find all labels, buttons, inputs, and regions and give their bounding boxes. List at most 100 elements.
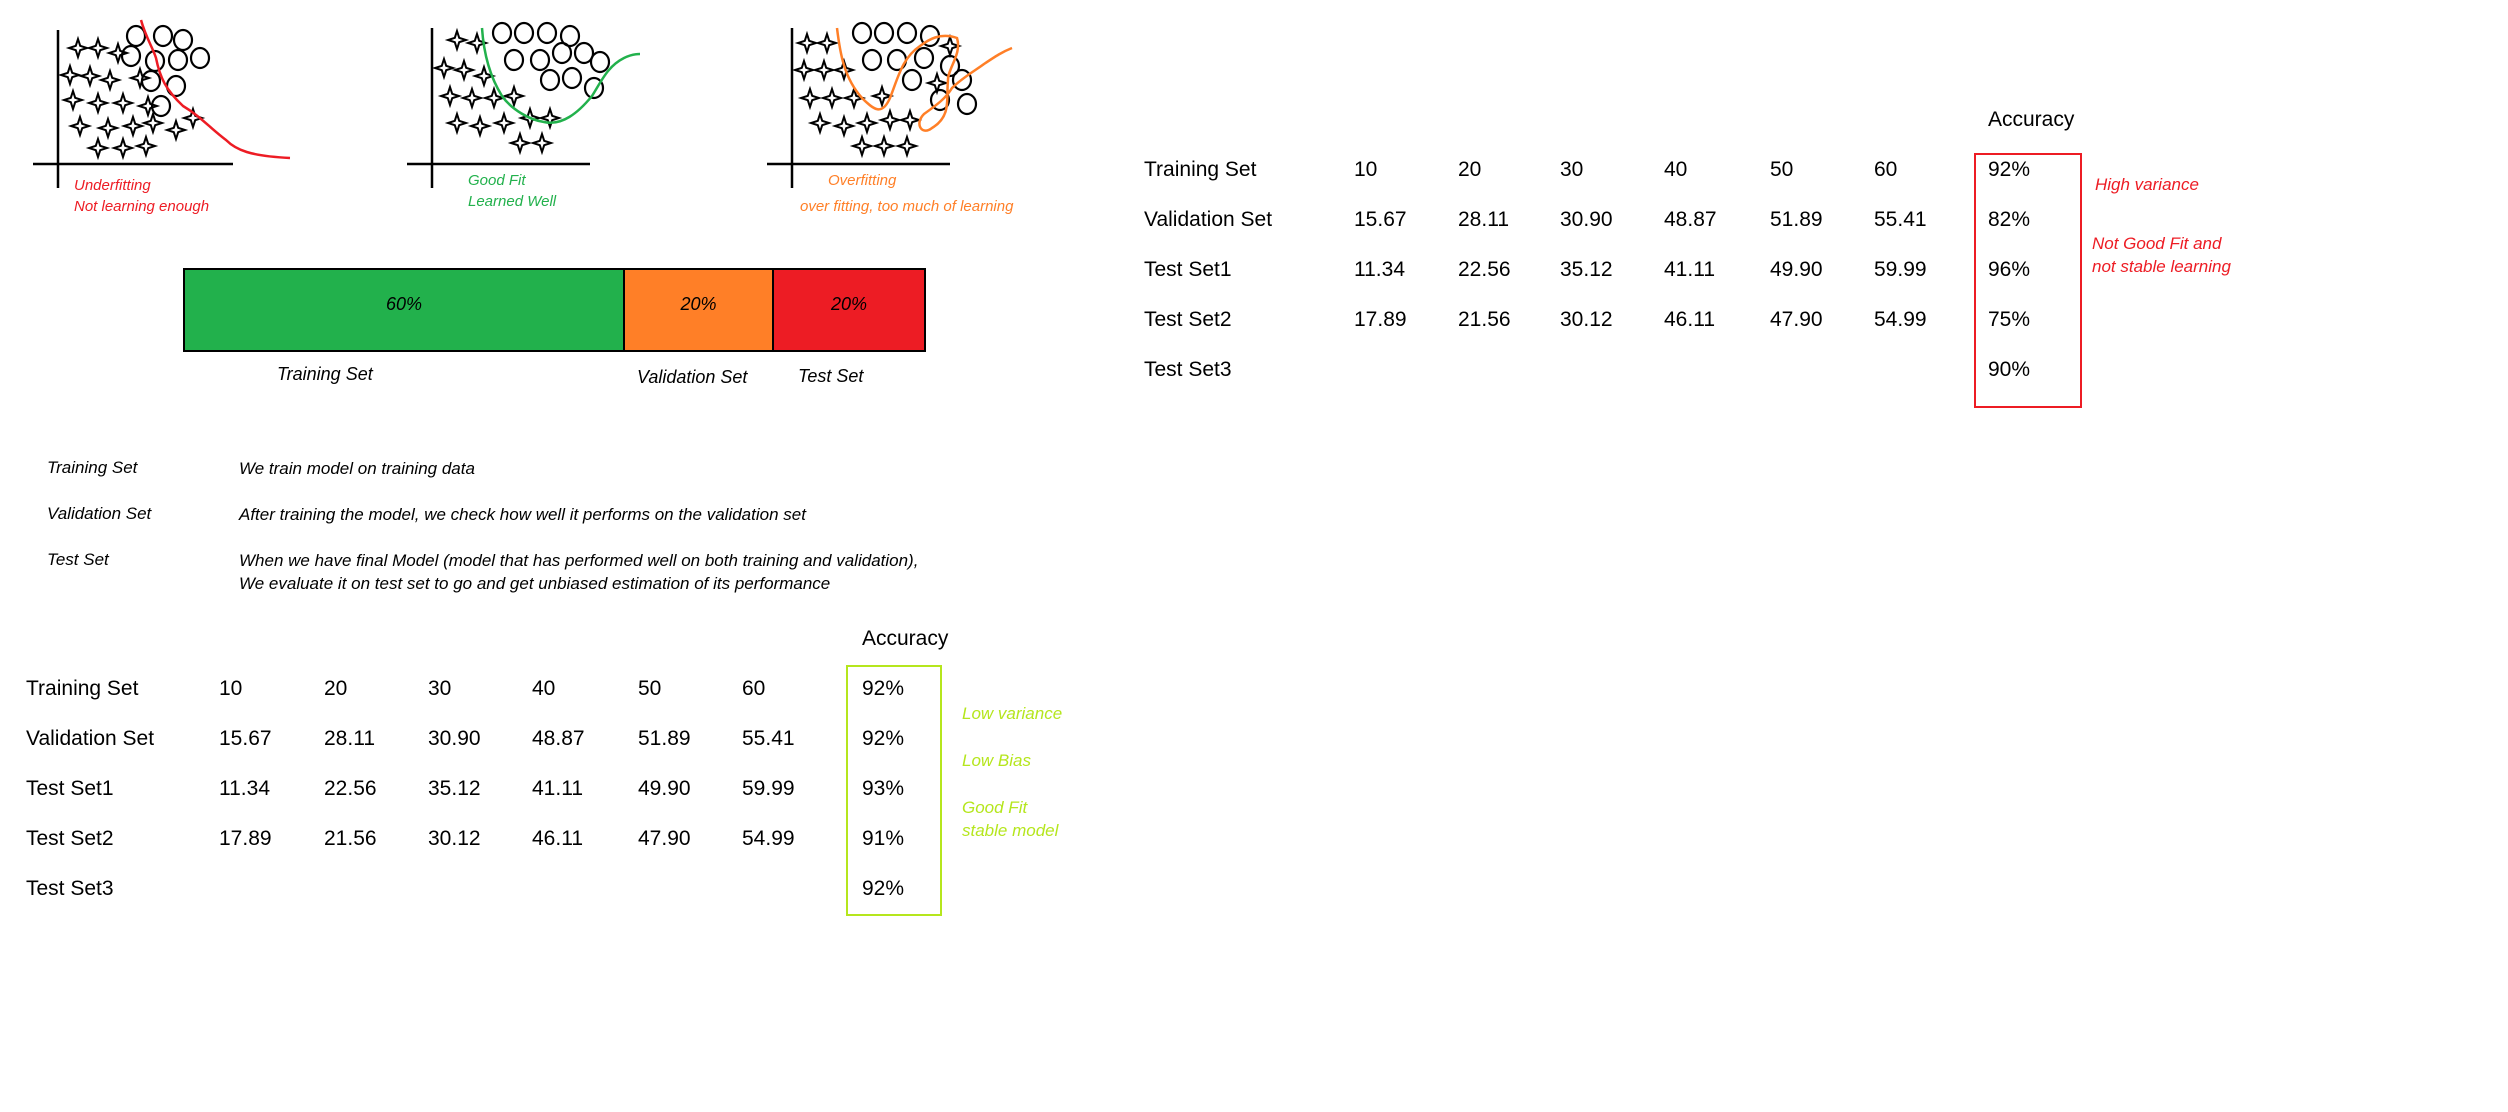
row-label: Training Set bbox=[26, 677, 139, 700]
value-cell: 49.90 bbox=[638, 777, 691, 800]
circle-points bbox=[851, 21, 978, 116]
training-split-label: Training Set bbox=[277, 364, 373, 384]
validation-percent: 20% bbox=[680, 293, 717, 314]
circle-marker bbox=[491, 21, 513, 45]
value-cell: 59.99 bbox=[1874, 258, 1927, 281]
row-label: Validation Set bbox=[26, 727, 155, 750]
definition-line: We train model on training data bbox=[239, 459, 475, 478]
value-cell: 22.56 bbox=[324, 777, 377, 800]
circle-marker bbox=[513, 21, 535, 45]
star-marker bbox=[57, 62, 83, 88]
value-cell: 30.12 bbox=[1560, 308, 1613, 331]
circle-marker bbox=[951, 68, 973, 92]
value-cell: 48.87 bbox=[532, 727, 585, 750]
value-cell: 20 bbox=[1458, 158, 1482, 181]
star-marker bbox=[501, 83, 527, 109]
value-cell: 60 bbox=[742, 677, 766, 700]
circle-marker bbox=[896, 21, 918, 45]
good-fit-curve bbox=[480, 27, 641, 124]
circle-points bbox=[491, 21, 611, 100]
caption-line1: Underfitting bbox=[74, 177, 151, 194]
star-marker bbox=[67, 113, 93, 139]
star-marker bbox=[529, 130, 555, 156]
training-split-segment: 60% bbox=[183, 268, 625, 352]
validation-split-segment: 20% bbox=[623, 268, 774, 352]
accuracy-cell: 92% bbox=[862, 727, 905, 750]
circle-marker bbox=[150, 94, 172, 118]
value-cell: 11.34 bbox=[1354, 258, 1405, 281]
circle-marker bbox=[539, 68, 561, 92]
plot-axes bbox=[767, 28, 950, 188]
accuracy-cell: 90% bbox=[1988, 358, 2031, 381]
value-cell: 60 bbox=[1874, 158, 1898, 181]
accuracy-cell: 93% bbox=[862, 777, 905, 800]
value-cell: 30.90 bbox=[428, 727, 481, 750]
value-cell: 47.90 bbox=[1770, 308, 1823, 331]
row-label: Test Set2 bbox=[1144, 308, 1232, 331]
plot-axes bbox=[33, 30, 233, 188]
value-cell: 48.87 bbox=[1664, 208, 1717, 231]
training-percent: 60% bbox=[385, 293, 423, 314]
value-cell: 46.11 bbox=[532, 827, 583, 850]
note-line: Not Good Fit and bbox=[2092, 234, 2222, 253]
value-cell: 47.90 bbox=[638, 827, 691, 850]
note-line: Good Fit bbox=[962, 798, 1028, 817]
star-marker bbox=[854, 110, 880, 136]
star-marker bbox=[85, 35, 111, 61]
value-cell: 51.89 bbox=[638, 727, 691, 750]
star-marker bbox=[110, 90, 136, 116]
accuracy-header: Accuracy bbox=[1988, 108, 2075, 131]
circle-marker bbox=[851, 21, 873, 45]
circle-marker bbox=[551, 41, 573, 65]
value-cell: 46.11 bbox=[1664, 308, 1715, 331]
star-marker bbox=[451, 57, 477, 83]
circle-marker bbox=[939, 54, 961, 78]
star-marker bbox=[491, 110, 517, 136]
circle-marker bbox=[503, 48, 525, 72]
value-cell: 50 bbox=[638, 677, 662, 700]
star-marker bbox=[65, 35, 91, 61]
value-cell: 15.67 bbox=[219, 727, 272, 750]
accuracy-cell: 92% bbox=[862, 677, 905, 700]
test-percent: 20% bbox=[830, 293, 868, 314]
star-marker bbox=[133, 133, 159, 159]
star-marker bbox=[163, 117, 189, 143]
value-cell: 17.89 bbox=[219, 827, 272, 850]
value-cell: 41.11 bbox=[1664, 258, 1715, 281]
value-cell: 35.12 bbox=[1560, 258, 1613, 281]
star-marker bbox=[811, 57, 837, 83]
circle-marker bbox=[929, 88, 951, 112]
definition-term-validation: Validation Set bbox=[47, 504, 152, 523]
star-marker bbox=[120, 113, 146, 139]
value-cell: 59.99 bbox=[742, 777, 795, 800]
row-label: Test Set3 bbox=[26, 877, 114, 900]
circle-marker bbox=[561, 66, 583, 90]
value-cell: 49.90 bbox=[1770, 258, 1823, 281]
row-label: Test Set1 bbox=[1144, 258, 1232, 281]
star-marker bbox=[897, 107, 923, 133]
value-cell: 15.67 bbox=[1354, 208, 1407, 231]
definition-line: We evaluate it on test set to go and get… bbox=[239, 574, 831, 593]
value-cell: 30 bbox=[428, 677, 452, 700]
high-variance-table: Accuracy Training Set 10 20 30 40 50 60 92% Vali… bbox=[0, 0, 2508, 500]
star-marker bbox=[537, 105, 563, 131]
star-marker bbox=[444, 110, 470, 136]
good-fit-table: Accuracy Training Set 10 20 30 40 50 60 92% Vali… bbox=[0, 0, 1100, 960]
star-marker bbox=[467, 113, 493, 139]
accuracy-cell: 75% bbox=[1988, 308, 2031, 331]
star-marker bbox=[437, 83, 463, 109]
value-cell: 20 bbox=[324, 677, 348, 700]
star-marker bbox=[869, 83, 895, 109]
circle-marker bbox=[956, 92, 978, 116]
star-marker bbox=[791, 57, 817, 83]
circle-marker bbox=[125, 24, 147, 48]
caption-line2: over fitting, too much of learning bbox=[800, 198, 1014, 215]
circle-marker bbox=[529, 48, 551, 72]
value-cell: 50 bbox=[1770, 158, 1794, 181]
note-good-fit: Good Fit stable model bbox=[962, 796, 1058, 842]
circle-marker bbox=[913, 46, 935, 70]
row-label: Test Set2 bbox=[26, 827, 114, 850]
star-marker bbox=[877, 107, 903, 133]
star-marker bbox=[894, 133, 920, 159]
star-marker bbox=[127, 65, 153, 91]
